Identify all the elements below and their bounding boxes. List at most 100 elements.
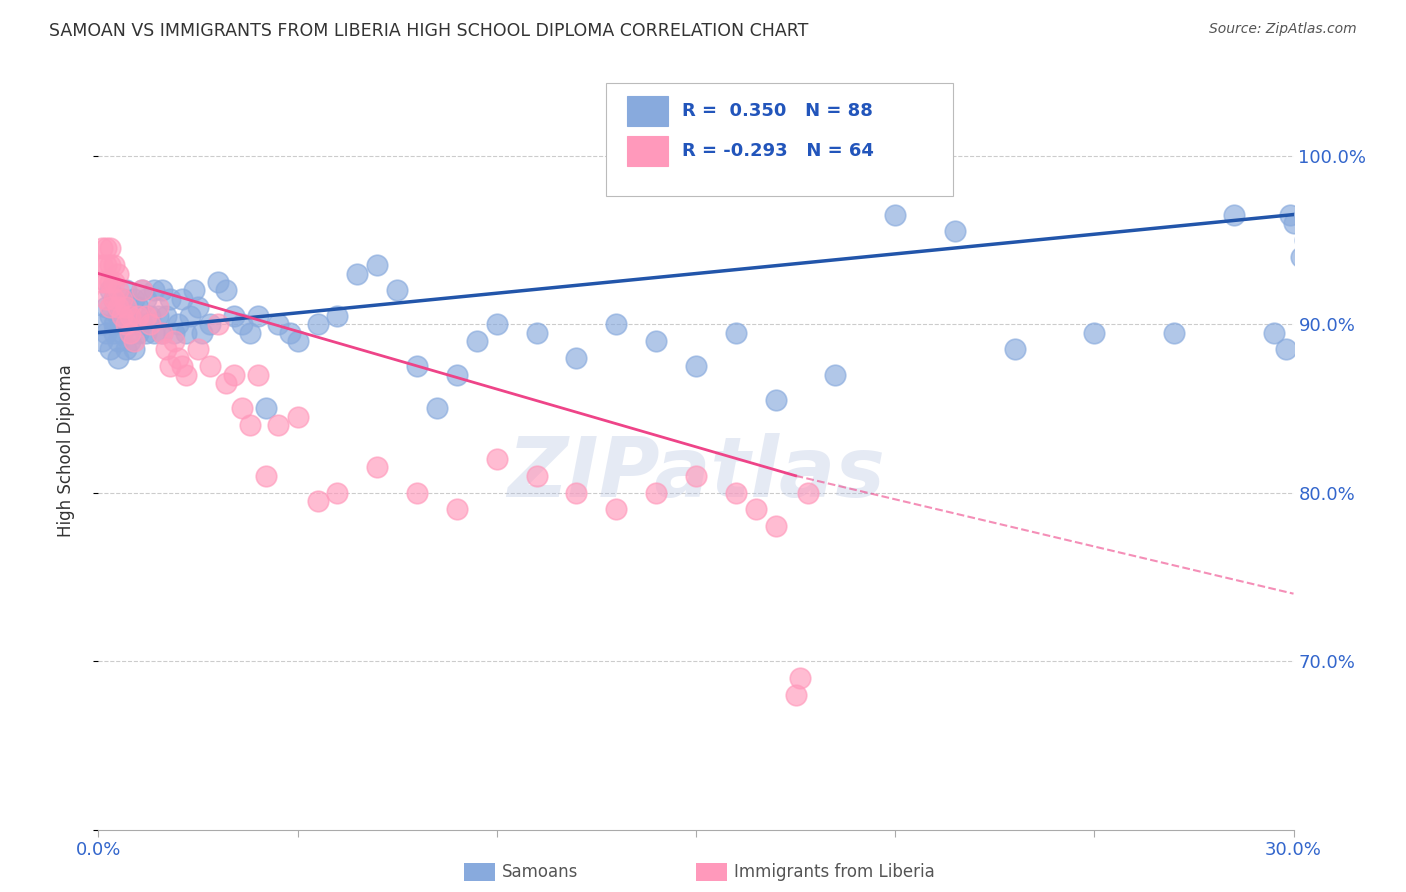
Point	[107, 351, 129, 365]
Point	[103, 258, 125, 272]
Point	[1263, 326, 1285, 340]
Point	[785, 688, 807, 702]
Point	[111, 309, 134, 323]
Point	[127, 326, 149, 340]
Point	[1004, 343, 1026, 357]
Point	[107, 334, 129, 348]
Point	[159, 359, 181, 374]
Point	[127, 309, 149, 323]
Point	[179, 309, 201, 323]
Point	[135, 326, 157, 340]
Point	[120, 309, 142, 323]
Point	[124, 317, 146, 331]
Point	[884, 208, 907, 222]
Text: ZIPatlas: ZIPatlas	[508, 433, 884, 514]
Point	[174, 368, 197, 382]
Point	[198, 359, 221, 374]
Point	[685, 359, 707, 374]
Y-axis label: High School Diploma: High School Diploma	[56, 364, 75, 537]
Point	[98, 343, 122, 357]
Point	[215, 376, 238, 390]
Point	[135, 309, 157, 323]
Point	[287, 409, 309, 424]
Point	[1295, 233, 1317, 247]
Point	[685, 468, 707, 483]
Point	[239, 326, 262, 340]
Point	[148, 300, 170, 314]
Point	[724, 326, 747, 340]
Point	[98, 275, 122, 289]
Point	[115, 317, 138, 331]
Text: Immigrants from Liberia: Immigrants from Liberia	[734, 863, 935, 881]
Point	[222, 368, 245, 382]
Point	[366, 460, 388, 475]
Point	[446, 368, 468, 382]
Point	[326, 485, 349, 500]
Point	[307, 494, 329, 508]
Point	[135, 292, 157, 306]
Point	[183, 284, 205, 298]
Point	[1291, 250, 1313, 264]
Point	[172, 292, 194, 306]
Point	[254, 468, 277, 483]
Point	[139, 309, 162, 323]
Point	[150, 326, 173, 340]
Text: R =  0.350   N = 88: R = 0.350 N = 88	[682, 102, 873, 120]
Point	[789, 671, 811, 685]
Point	[385, 284, 409, 298]
Point	[605, 502, 627, 516]
Point	[111, 292, 134, 306]
Point	[163, 326, 186, 340]
Point	[485, 451, 508, 466]
Point	[96, 241, 118, 255]
Point	[1278, 208, 1301, 222]
Point	[103, 275, 125, 289]
Point	[246, 368, 269, 382]
Point	[127, 300, 149, 314]
Point	[645, 485, 668, 500]
Point	[426, 401, 449, 416]
FancyBboxPatch shape	[606, 83, 953, 196]
Point	[526, 468, 548, 483]
Point	[526, 326, 548, 340]
Point	[124, 334, 146, 348]
Point	[745, 502, 768, 516]
Point	[111, 292, 134, 306]
Point	[124, 292, 146, 306]
Point	[91, 258, 114, 272]
Point	[107, 284, 129, 298]
Point	[163, 334, 186, 348]
Point	[1223, 208, 1246, 222]
Point	[139, 317, 162, 331]
Text: Source: ZipAtlas.com: Source: ZipAtlas.com	[1209, 22, 1357, 37]
Point	[107, 300, 129, 314]
Point	[120, 326, 142, 340]
Point	[172, 359, 194, 374]
Point	[107, 267, 129, 281]
Point	[231, 401, 253, 416]
Point	[239, 418, 262, 433]
Point	[765, 392, 787, 407]
Point	[406, 359, 429, 374]
FancyBboxPatch shape	[627, 136, 668, 166]
Point	[96, 326, 118, 340]
Point	[131, 284, 153, 298]
Point	[246, 309, 269, 323]
Point	[346, 267, 368, 281]
Point	[115, 300, 138, 314]
Text: R = -0.293   N = 64: R = -0.293 N = 64	[682, 142, 873, 160]
Point	[191, 326, 214, 340]
Point	[167, 351, 190, 365]
Point	[267, 317, 290, 331]
Point	[98, 300, 122, 314]
Point	[96, 275, 118, 289]
Point	[222, 309, 245, 323]
Point	[307, 317, 329, 331]
Point	[287, 334, 309, 348]
Point	[254, 401, 277, 416]
Point	[91, 317, 114, 331]
Point	[326, 309, 349, 323]
Point	[98, 241, 122, 255]
Point	[824, 368, 846, 382]
Point	[1083, 326, 1105, 340]
